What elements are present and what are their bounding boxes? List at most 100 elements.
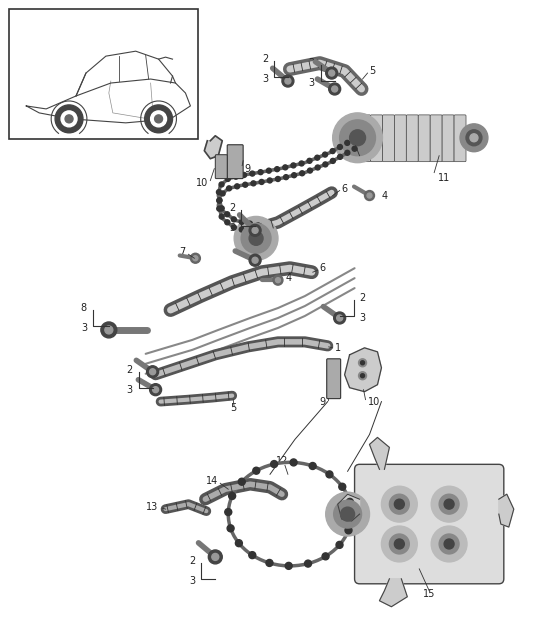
Circle shape [322,553,329,560]
Text: 7: 7 [179,247,185,257]
Circle shape [329,83,341,95]
Circle shape [367,193,372,198]
Circle shape [336,541,343,548]
Circle shape [217,206,222,211]
Circle shape [249,551,256,559]
Circle shape [282,75,294,87]
Text: 2: 2 [126,365,133,375]
Circle shape [431,486,467,522]
Text: 2: 2 [308,58,315,68]
Circle shape [232,225,237,230]
Circle shape [55,105,83,133]
Polygon shape [344,348,382,392]
Circle shape [389,494,409,514]
Circle shape [219,206,224,211]
Circle shape [307,158,312,163]
Circle shape [337,154,343,160]
Circle shape [361,374,365,377]
Circle shape [309,462,316,470]
Circle shape [150,111,167,127]
Circle shape [348,511,355,517]
Circle shape [444,539,454,549]
Circle shape [299,161,304,166]
Text: 8: 8 [81,303,87,313]
Circle shape [216,190,221,195]
Circle shape [290,459,297,466]
Circle shape [247,221,252,226]
Polygon shape [370,438,389,469]
FancyBboxPatch shape [418,115,430,161]
Circle shape [239,227,244,232]
Circle shape [253,467,260,474]
Polygon shape [204,136,222,159]
Circle shape [267,168,271,173]
Circle shape [251,181,256,186]
Text: 9: 9 [244,164,250,174]
Circle shape [349,130,366,146]
Circle shape [359,372,367,380]
Text: 2: 2 [360,293,366,303]
Circle shape [275,176,281,181]
FancyBboxPatch shape [9,9,198,139]
Text: 6: 6 [320,263,326,273]
Circle shape [155,115,162,123]
Circle shape [105,326,113,334]
Circle shape [395,539,404,549]
Circle shape [332,113,383,163]
Circle shape [326,471,333,478]
Circle shape [315,155,320,160]
Circle shape [256,230,261,235]
Circle shape [150,384,161,396]
Text: 1: 1 [335,343,341,353]
Text: 6: 6 [342,183,348,193]
Circle shape [238,479,245,485]
Circle shape [243,182,248,187]
Circle shape [267,178,272,183]
Circle shape [247,229,252,234]
FancyBboxPatch shape [395,115,407,161]
Circle shape [300,171,305,176]
Circle shape [382,526,417,562]
FancyBboxPatch shape [359,115,371,161]
Text: 5: 5 [230,403,237,413]
Circle shape [256,223,261,228]
Circle shape [283,165,288,170]
Circle shape [258,170,263,175]
Circle shape [352,136,357,141]
Circle shape [219,182,224,187]
Circle shape [291,163,296,168]
Circle shape [217,198,222,203]
Circle shape [233,174,238,179]
Circle shape [323,152,328,157]
Text: 1: 1 [361,154,368,164]
Text: 10: 10 [367,397,380,406]
Circle shape [359,359,367,367]
Circle shape [227,186,232,191]
Circle shape [337,144,342,149]
Circle shape [147,365,159,377]
Circle shape [340,120,376,156]
Circle shape [234,184,240,189]
Text: 3: 3 [308,78,315,88]
Circle shape [153,387,159,392]
FancyBboxPatch shape [454,115,466,161]
Text: 5: 5 [370,66,376,76]
Circle shape [382,486,417,522]
FancyBboxPatch shape [442,115,454,161]
Circle shape [150,369,156,375]
Circle shape [234,217,278,260]
Circle shape [190,253,201,263]
Circle shape [252,227,258,234]
Circle shape [275,278,281,283]
Circle shape [334,500,361,528]
FancyBboxPatch shape [430,115,442,161]
Circle shape [208,550,222,564]
Polygon shape [499,494,514,527]
FancyBboxPatch shape [407,115,418,161]
Circle shape [101,322,117,338]
Circle shape [466,130,482,146]
Circle shape [345,150,350,155]
Text: 2: 2 [262,54,268,64]
Circle shape [217,198,222,203]
FancyBboxPatch shape [355,464,504,584]
